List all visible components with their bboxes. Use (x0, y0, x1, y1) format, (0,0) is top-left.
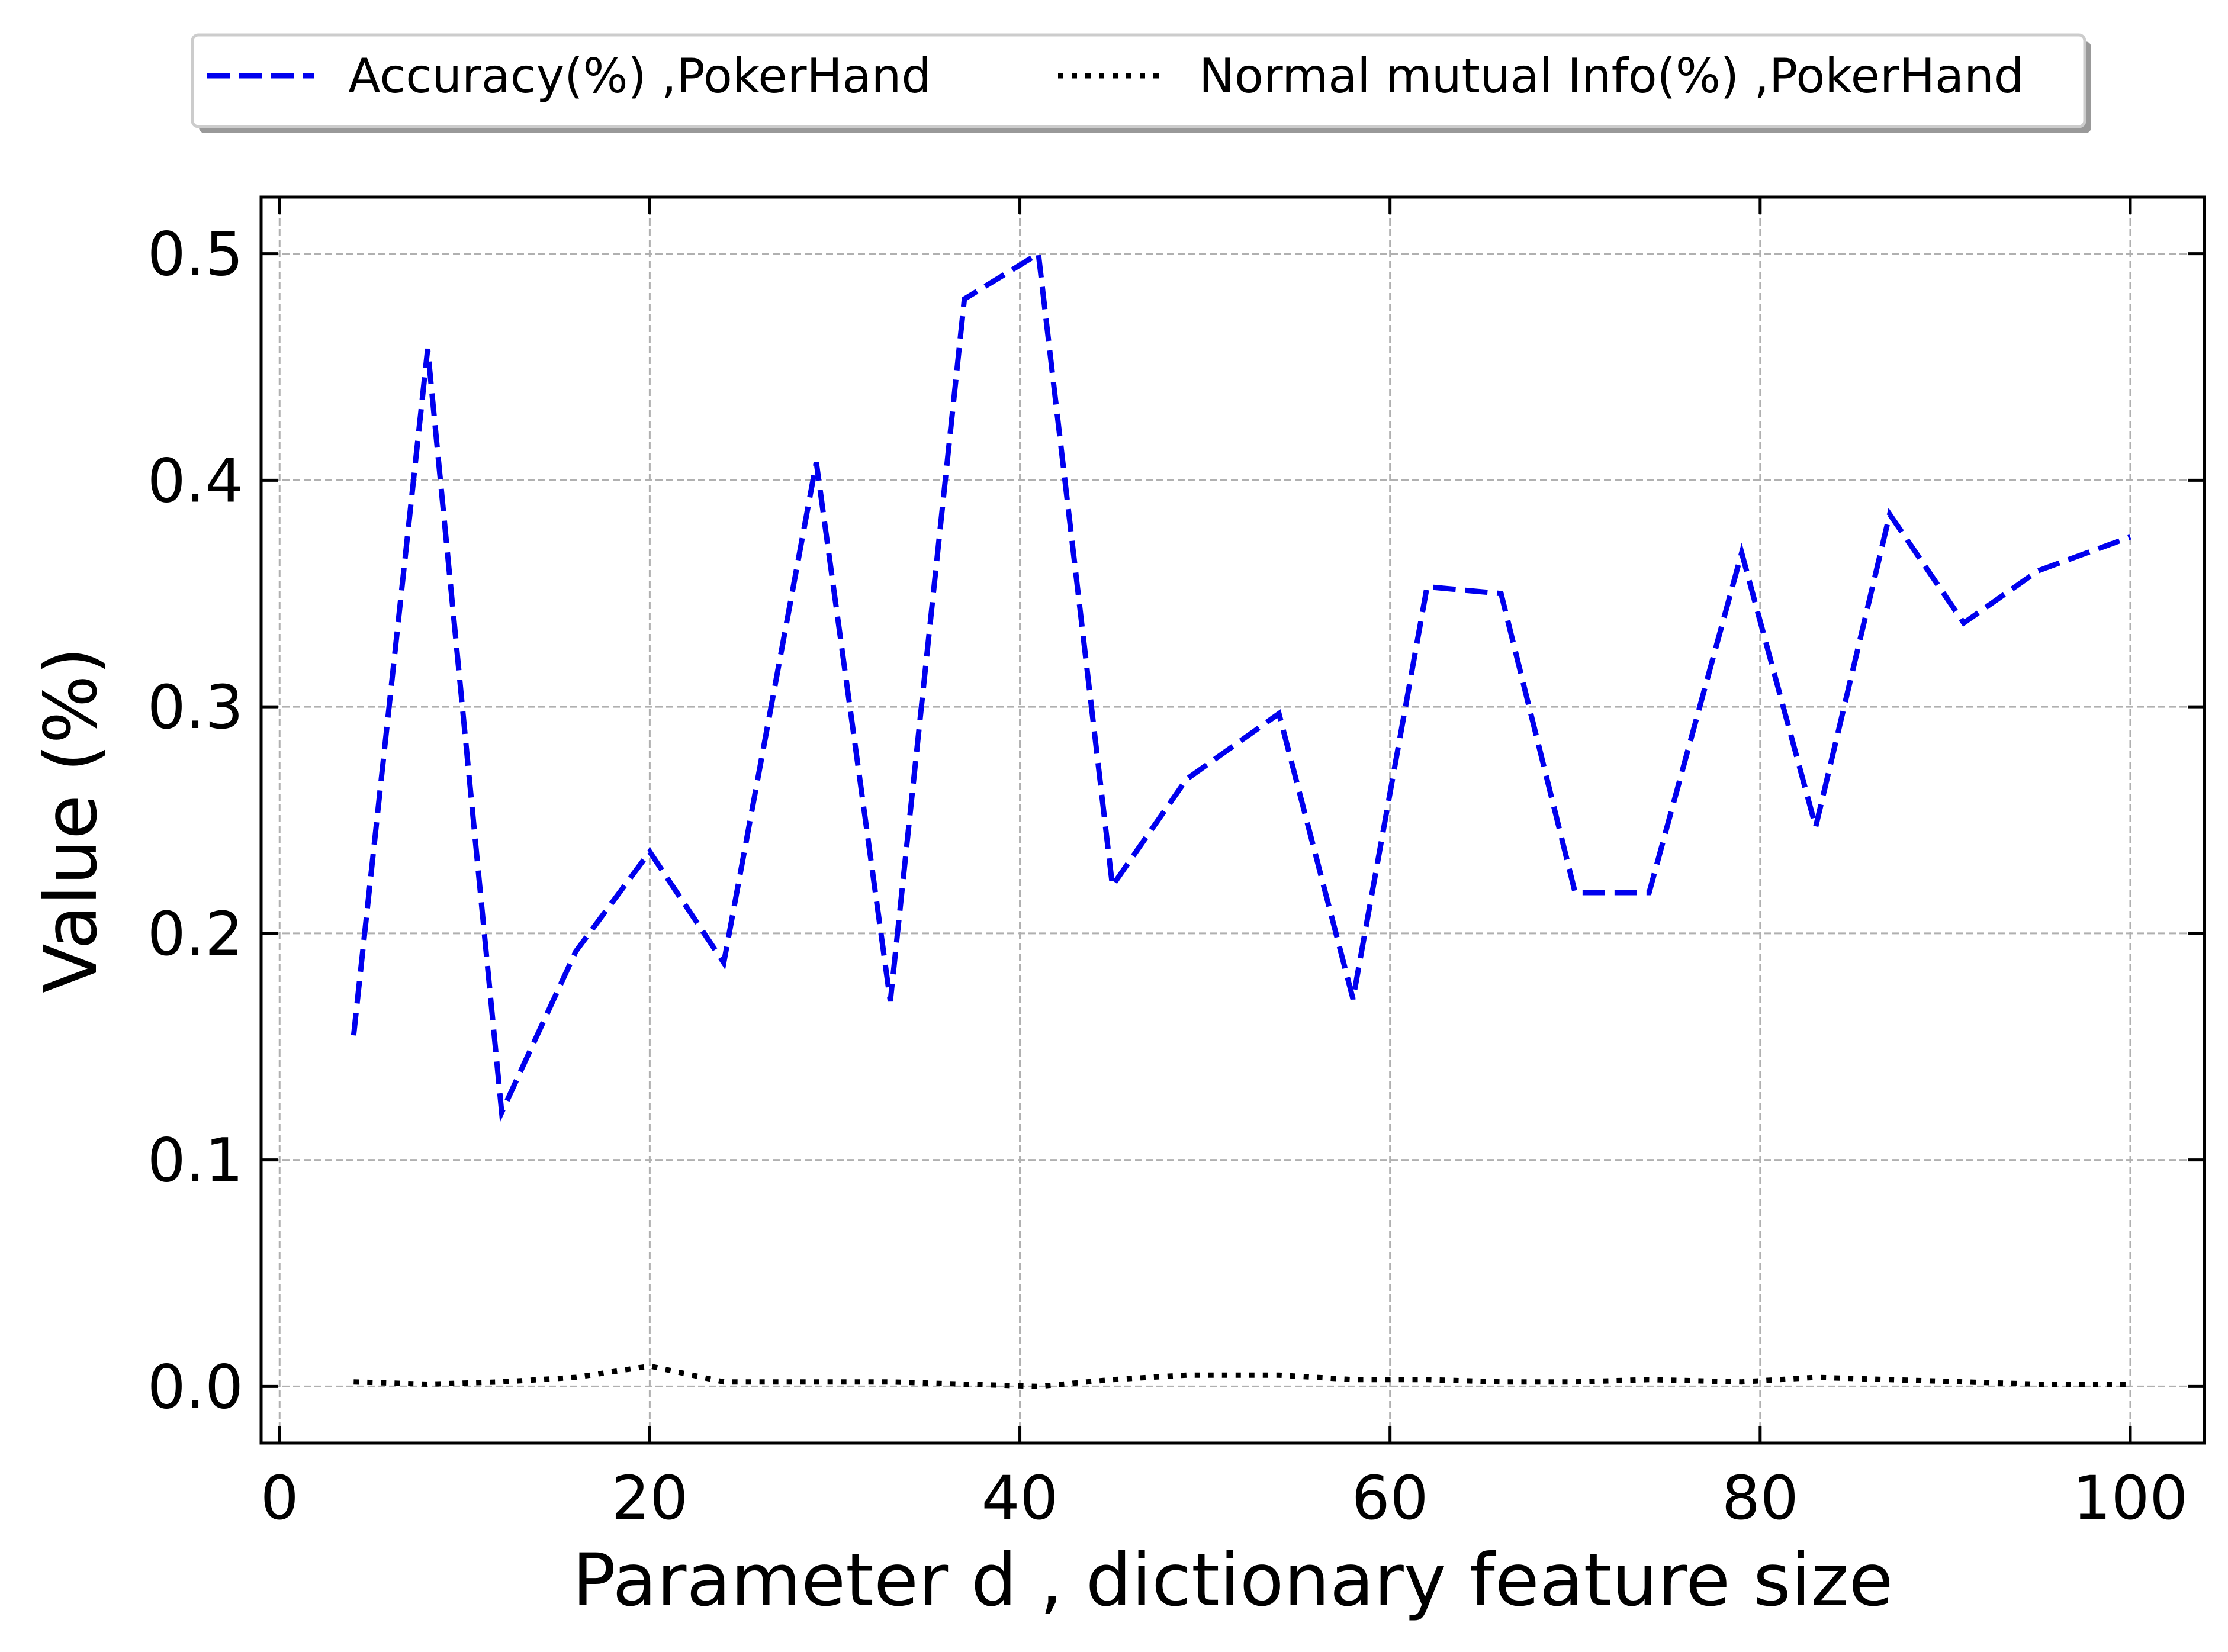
data-point (1112, 1379, 1113, 1380)
legend-label-normal-mutual-info: Normal mutual Info(%) ,PokerHand (1199, 49, 2024, 104)
x-axis-label: Parameter d , dictionary feature size (572, 1538, 1893, 1622)
x-tick-label: 100 (2073, 1463, 2188, 1534)
y-tick-label: 0.2 (147, 899, 243, 970)
x-tick-labels: 0 20 40 60 80 100 (261, 1463, 2188, 1534)
data-point (1815, 1377, 1816, 1378)
y-tick-label: 0.1 (147, 1126, 243, 1196)
plot-area-frame (259, 195, 2206, 1445)
y-tick-label: 0.3 (147, 672, 243, 743)
series-lines (351, 249, 2131, 1389)
data-point (1501, 593, 1502, 594)
legend-box (191, 33, 2086, 128)
x-tick-label: 80 (1722, 1463, 1799, 1534)
data-point (1741, 552, 1742, 553)
data-point (353, 1035, 354, 1036)
data-point (501, 1112, 502, 1113)
data-point (1649, 1379, 1650, 1380)
legend-label-accuracy: Accuracy(%) ,PokerHand (348, 49, 931, 104)
x-tick-label: 20 (612, 1463, 689, 1534)
x-tick-label: 60 (1352, 1463, 1429, 1534)
y-tick-labels: 0.0 0.1 0.2 0.3 0.4 0.5 (147, 220, 243, 1423)
grid-lines (261, 197, 2204, 1443)
data-point (1427, 1379, 1428, 1380)
y-tick-label: 0.0 (147, 1352, 243, 1422)
y-tick-label: 0.5 (147, 220, 243, 290)
y-axis-label: Value (%) (29, 647, 113, 993)
series-line-accuracy (351, 249, 2131, 1123)
data-point (1186, 1375, 1187, 1376)
y-tick-label: 0.4 (147, 446, 243, 516)
legend: Accuracy(%) ,PokerHand Normal mutual Inf… (191, 33, 2091, 133)
data-point (1186, 779, 1187, 780)
data-point (1815, 826, 1816, 827)
data-point (1889, 1379, 1890, 1380)
data-point (1112, 885, 1113, 886)
data-point (1038, 253, 1039, 254)
axis-ticks (261, 197, 2204, 1443)
data-point (1649, 892, 1650, 893)
data-point (1038, 1386, 1039, 1387)
x-tick-label: 40 (982, 1463, 1059, 1534)
data-point (1575, 892, 1576, 893)
x-tick-label: 0 (261, 1463, 299, 1534)
